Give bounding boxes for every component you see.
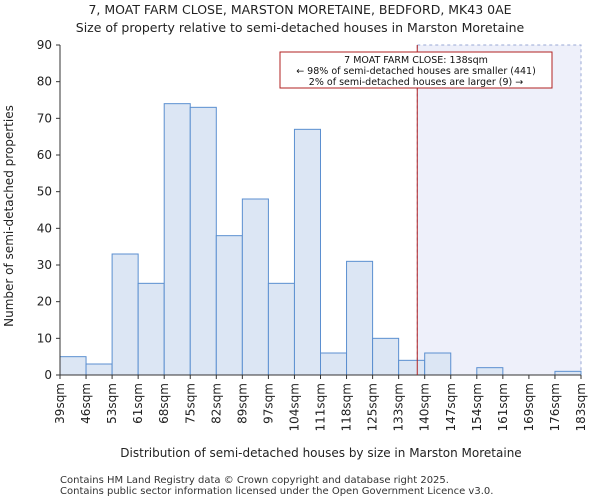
- x-tick-label: 133sqm: [392, 383, 406, 431]
- larger-region: [416, 44, 582, 376]
- x-tick-label: 61sqm: [131, 383, 145, 424]
- y-tick-label: 40: [37, 221, 52, 235]
- bar-39sqm: [59, 356, 87, 376]
- x-tick-label: 154sqm: [470, 383, 484, 431]
- x-axis-label: Distribution of semi-detached houses by …: [120, 446, 521, 460]
- plot-area: 0 10 20 30 40 50 60 70 80 90 39sqm 46sqm 53sqm 61sqm 6…: [37, 38, 588, 431]
- y-tick-label: 90: [37, 38, 52, 52]
- x-tick-label: 46sqm: [79, 383, 93, 424]
- bar-61sqm: [137, 282, 165, 376]
- x-tick-label: 125sqm: [366, 383, 380, 431]
- footer-line-2: Contains public sector information licen…: [60, 486, 493, 497]
- annotation-line-2: ← 98% of semi-detached houses are smalle…: [296, 66, 536, 77]
- y-tick-label: 30: [37, 258, 52, 272]
- y-tick-label: 0: [44, 368, 52, 382]
- x-tick-label: 183sqm: [574, 383, 588, 431]
- y-tick-label: 70: [37, 111, 52, 125]
- x-tick-label: 53sqm: [105, 383, 119, 424]
- bar-118sqm: [346, 260, 374, 376]
- annotation-box: [279, 51, 553, 89]
- bar-104sqm: [293, 128, 322, 376]
- x-tick-label: 176sqm: [548, 383, 562, 431]
- bar-97sqm: [267, 282, 295, 376]
- y-tick-label: 50: [37, 185, 52, 199]
- y-tick-label: 20: [37, 295, 52, 309]
- bar-140sqm: [424, 352, 452, 376]
- y-axis-label: Number of semi-detached properties: [2, 105, 16, 327]
- x-tick-label: 147sqm: [444, 383, 458, 431]
- bar-111sqm: [320, 352, 348, 376]
- x-tick-label: 104sqm: [287, 383, 301, 431]
- bar-125sqm: [372, 337, 400, 376]
- bar-82sqm: [215, 235, 243, 376]
- x-tick-label: 97sqm: [261, 383, 275, 424]
- y-tick-label: 60: [37, 148, 52, 162]
- x-tick-label: 140sqm: [418, 383, 432, 431]
- annotation-line-1: 7 MOAT FARM CLOSE: 138sqm: [344, 55, 488, 66]
- x-tick-label: 169sqm: [522, 383, 536, 431]
- bar-46sqm: [85, 363, 113, 376]
- x-tick-label: 68sqm: [157, 383, 171, 424]
- bar-154sqm: [476, 367, 504, 376]
- y-tick-label: 10: [37, 331, 52, 345]
- bar-75sqm: [189, 106, 217, 376]
- x-tick-label: 89sqm: [235, 383, 249, 424]
- x-tick-label: 75sqm: [183, 383, 197, 424]
- bar-133sqm: [398, 359, 426, 376]
- annotation-line-3: 2% of semi-detached houses are larger (9…: [309, 77, 523, 88]
- x-tick-label: 82sqm: [209, 383, 223, 424]
- chart-title: 7, MOAT FARM CLOSE, MARSTON MORETAINE, B…: [88, 2, 511, 17]
- x-tick-label: 39sqm: [53, 383, 67, 424]
- bar-176sqm: [554, 370, 582, 376]
- x-tick-label: 161sqm: [496, 383, 510, 431]
- bar-68sqm: [163, 103, 191, 376]
- y-tick-label: 80: [37, 75, 52, 89]
- footer-line-1: Contains HM Land Registry data © Crown c…: [60, 475, 449, 486]
- x-tick-label: 111sqm: [314, 383, 328, 431]
- bar-53sqm: [111, 253, 139, 376]
- bar-89sqm: [241, 198, 269, 376]
- x-tick-label: 118sqm: [340, 383, 354, 431]
- chart-subtitle: Size of property relative to semi-detach…: [76, 20, 525, 35]
